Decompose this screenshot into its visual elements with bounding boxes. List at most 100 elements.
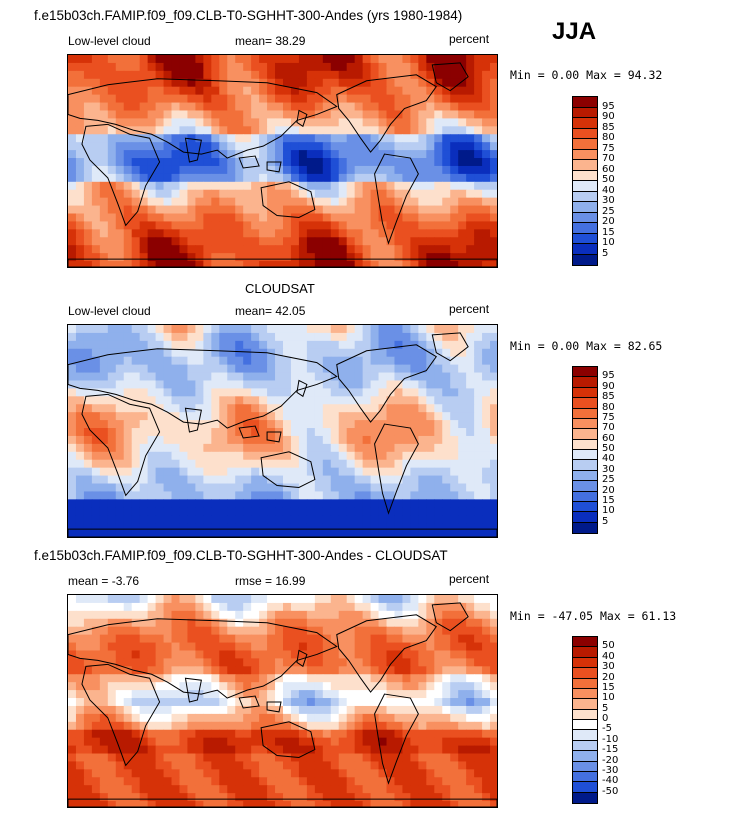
map-field-cell: [450, 467, 459, 477]
map-field-cell: [426, 793, 435, 802]
map-field-cell: [227, 356, 236, 366]
map-field-cell: [259, 595, 268, 604]
map-field-cell: [91, 682, 101, 691]
map-field-cell: [410, 221, 419, 230]
map-field-cell: [235, 507, 244, 516]
map-field-cell: [474, 737, 483, 747]
map-field-cell: [346, 610, 356, 620]
map-field-cell: [442, 737, 451, 747]
map-field-cell: [91, 213, 101, 222]
map-field-cell: [235, 634, 244, 644]
map-field-cell: [330, 467, 340, 477]
map-field-cell: [426, 261, 435, 267]
map-field-cell: [179, 769, 188, 778]
map-field-cell: [314, 70, 324, 80]
map-field-cell: [490, 372, 497, 381]
colorbar-tick-label: 85: [602, 121, 615, 133]
map-field-cell: [155, 737, 165, 747]
map-field-cell: [195, 221, 204, 230]
map-field-cell: [251, 475, 260, 484]
colorbar-swatch: [573, 501, 597, 513]
map-field-cell: [227, 118, 236, 127]
map-field-cell: [306, 158, 316, 167]
map-field-cell: [179, 690, 188, 699]
map-field-cell: [402, 435, 411, 445]
map-field-cell: [243, 55, 252, 64]
map-field-cell: [219, 134, 228, 143]
map-field-cell: [68, 412, 77, 421]
map-field-cell: [235, 340, 244, 350]
map-field-cell: [394, 356, 403, 366]
map-field-cell: [298, 142, 308, 151]
map-field-cell: [378, 698, 388, 707]
map-field-cell: [163, 443, 173, 453]
map-field-cell: [107, 134, 117, 143]
map-field-cell: [370, 745, 380, 754]
map-field-cell: [219, 348, 228, 358]
map-field-cell: [442, 205, 451, 214]
map-field-cell: [298, 396, 308, 405]
map-field-cell: [490, 443, 497, 453]
map-field-cell: [227, 777, 236, 786]
map-field-cell: [402, 801, 411, 807]
map-field-cell: [163, 134, 173, 143]
map-field-cell: [434, 483, 443, 492]
map-field-cell: [434, 181, 443, 191]
map-field-cell: [123, 158, 133, 167]
map-field-cell: [235, 753, 244, 762]
map-field-cell: [115, 325, 125, 334]
map-field-cell: [466, 134, 475, 143]
map-field-cell: [490, 348, 497, 358]
map-field-cell: [139, 801, 149, 807]
map-field-cell: [107, 126, 117, 135]
map-field-cell: [442, 229, 451, 238]
map-field-cell: [290, 491, 300, 500]
map-field-cell: [450, 785, 459, 794]
map-field-cell: [259, 110, 268, 119]
map-field-cell: [211, 475, 220, 484]
map-field-cell: [426, 785, 435, 794]
map-field-cell: [362, 86, 372, 96]
map-field-cell: [490, 356, 497, 366]
map-field-cell: [370, 531, 380, 537]
map-field-cell: [68, 420, 77, 429]
map-field-cell: [426, 658, 435, 667]
map-field-cell: [139, 682, 149, 691]
map-field-cell: [227, 602, 236, 612]
map-field-cell: [83, 634, 93, 644]
map-field-cell: [259, 793, 268, 802]
map-field-cell: [259, 761, 268, 770]
colorbar-tick-label: -10: [602, 733, 619, 745]
map-field-cell: [370, 428, 380, 437]
map-field-cell: [235, 86, 244, 96]
map-field-cell: [171, 618, 180, 628]
map-field-cell: [155, 205, 165, 214]
map-field-cell: [227, 412, 236, 421]
map-field-cell: [474, 118, 483, 127]
map-field-cell: [163, 729, 173, 739]
map-field-cell: [235, 531, 244, 537]
map-field-cell: [275, 340, 284, 350]
map-field-cell: [99, 396, 109, 405]
map-field-cell: [466, 761, 475, 770]
map-field-cell: [346, 650, 356, 659]
map-field-cell: [147, 729, 157, 739]
map-field-cell: [402, 793, 411, 802]
map-field-cell: [131, 404, 141, 413]
map-field-cell: [338, 729, 348, 739]
map-field-cell: [306, 467, 316, 477]
map-field-cell: [410, 173, 419, 183]
map-field-cell: [362, 618, 372, 628]
map-field-cell: [282, 181, 292, 191]
map-field-cell: [426, 189, 435, 199]
map-field-cell: [482, 690, 491, 699]
map-field-cell: [83, 356, 93, 366]
map-field-cell: [338, 610, 348, 620]
map-field-cell: [290, 55, 300, 64]
map-field-cell: [394, 785, 403, 794]
map-field-cell: [203, 475, 212, 484]
map-field-cell: [474, 245, 483, 254]
map-field-cell: [482, 237, 491, 246]
map-field-cell: [482, 245, 491, 254]
map-field-cell: [68, 451, 77, 461]
